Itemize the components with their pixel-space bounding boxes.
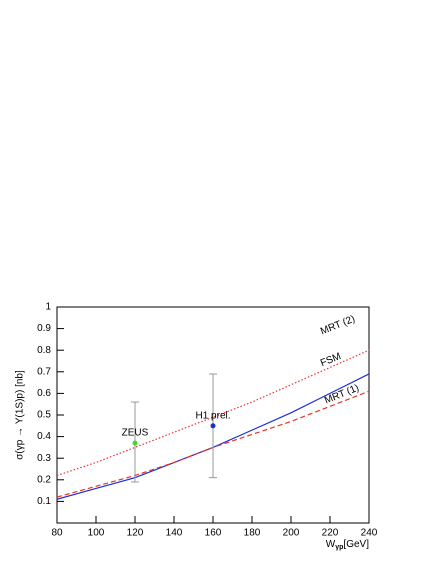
- x-label-sub: γp: [335, 544, 343, 551]
- y-tick-label: 0.2: [37, 474, 51, 485]
- y-tick-label: 0.7: [37, 366, 51, 377]
- x-tick-label: 220: [322, 528, 339, 539]
- y-tick-label: 0.1: [37, 496, 51, 507]
- y-tick-label: 0.9: [37, 323, 51, 334]
- x-axis-label: Wγp[GeV]: [326, 539, 369, 551]
- x-tick-label: 140: [166, 528, 183, 539]
- series-label: MRT (2): [319, 314, 357, 338]
- series-label: MRT (1): [323, 383, 361, 407]
- y-tick-label: 0.5: [37, 410, 51, 421]
- y-tick-label: 0.3: [37, 453, 51, 464]
- x-tick-label: 120: [127, 528, 144, 539]
- data-point: [210, 423, 216, 429]
- point-label: H1 prel.: [195, 410, 230, 421]
- x-tick-label: 100: [88, 528, 105, 539]
- x-label-unit: [GeV]: [343, 539, 369, 550]
- x-tick-label: 80: [51, 528, 63, 539]
- point-label: ZEUS: [122, 428, 149, 439]
- x-tick-label: 160: [205, 528, 222, 539]
- data-point: [132, 440, 138, 446]
- x-tick-label: 180: [244, 528, 261, 539]
- y-tick-label: 0.8: [37, 345, 51, 356]
- y-tick-label: 1: [45, 302, 51, 313]
- y-tick-label: 0.4: [37, 431, 51, 442]
- x-tick-label: 240: [361, 528, 378, 539]
- x-tick-label: 200: [283, 528, 300, 539]
- y-axis-label: σ(γp → Υ(1S)p) [nb]: [15, 370, 26, 460]
- x-label-main: W: [326, 539, 336, 550]
- y-tick-label: 0.6: [37, 388, 51, 399]
